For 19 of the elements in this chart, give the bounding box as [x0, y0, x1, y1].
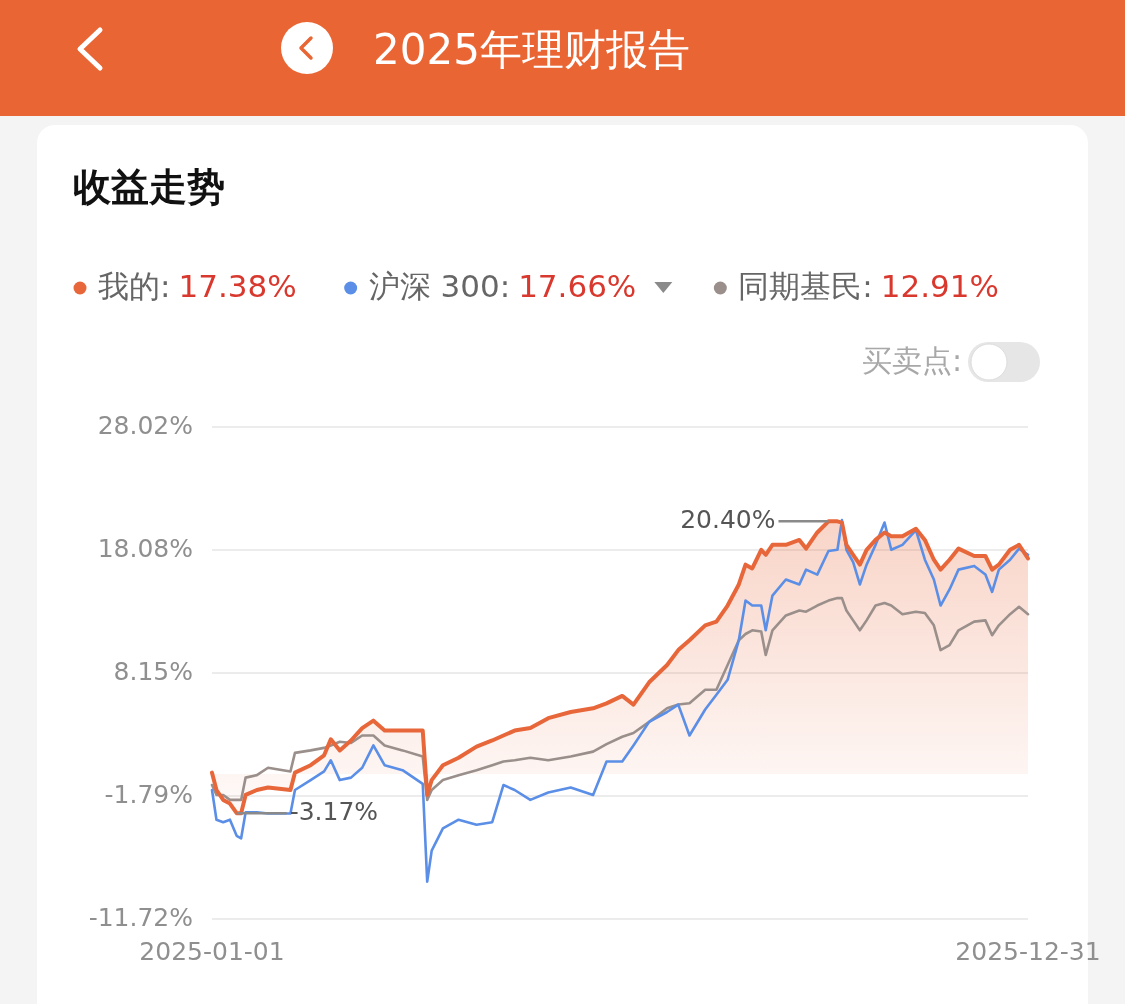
y-tick-label: 28.02%: [97, 411, 193, 440]
annotation: -3.17%: [289, 797, 379, 827]
annotation: 20.40%: [680, 505, 776, 535]
line-series: [210, 596, 1030, 802]
text: 12.91%: [880, 267, 999, 304]
y-tick-label: 8.15%: [113, 657, 193, 686]
text: 17.66%: [518, 267, 637, 304]
x-tick-label: 2025-01-01: [139, 937, 285, 966]
x-tick-label: 2025-12-31: [955, 937, 1101, 966]
y-tick-label: -11.72%: [88, 903, 193, 932]
y-tick-label: -1.79%: [104, 780, 193, 810]
y-tick-label: 18.08%: [97, 534, 193, 564]
text: 买卖点:: [861, 342, 962, 378]
chart-subtitle: 收益走势: [73, 165, 225, 209]
legend-label: 我的:: [98, 267, 171, 304]
text: 17.38%: [178, 267, 297, 304]
chart-title: 2025年理财报告: [373, 25, 690, 74]
legend-label: 沪深 300:: [368, 267, 511, 304]
legend-label: 同期基民:: [738, 267, 873, 304]
